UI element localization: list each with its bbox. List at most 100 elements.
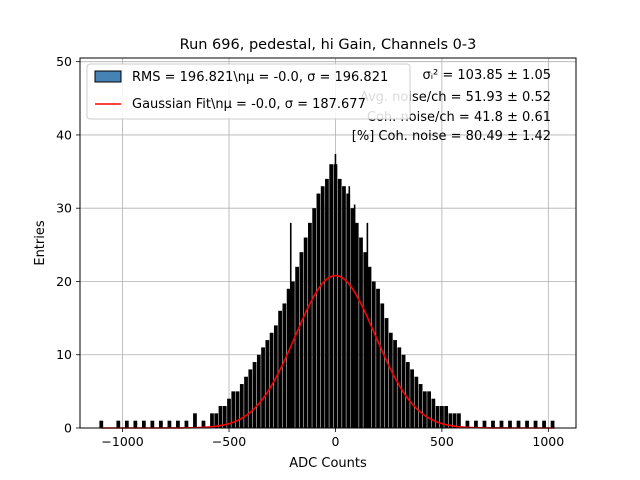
- histogram-bar: [405, 362, 410, 428]
- histogram-bar: [440, 406, 444, 428]
- y-tick-label: 40: [56, 127, 72, 142]
- histogram-bar: [201, 420, 206, 428]
- histogram-bar: [474, 420, 478, 428]
- histogram-bar: [286, 288, 291, 428]
- histogram-bar: [248, 369, 253, 428]
- histogram-bar: [367, 266, 372, 428]
- histogram-bar: [99, 420, 104, 428]
- histogram-bar-peak: [322, 200, 325, 428]
- histogram-bar-peak: [289, 222, 292, 428]
- histogram-bar: [380, 303, 385, 428]
- histogram-bar: [244, 376, 248, 428]
- histogram-bar: [231, 391, 236, 428]
- x-axis-ticks: −1000 −500 0 500 1000: [101, 428, 564, 449]
- histogram-bar: [337, 178, 342, 428]
- histogram-bar: [312, 208, 317, 428]
- annotation-coh-noise: Coh. noise/ch = 41.8 ± 0.61: [367, 110, 551, 125]
- y-axis-label: Entries: [33, 220, 48, 266]
- histogram-bar: [124, 420, 129, 428]
- histogram-bar: [346, 193, 351, 428]
- y-tick-label: 50: [56, 54, 72, 69]
- histogram-bar: [150, 420, 155, 428]
- histogram-bar: [261, 347, 265, 428]
- histogram-bar: [269, 332, 274, 428]
- histogram-bar: [303, 237, 308, 428]
- histogram-bar: [388, 332, 393, 428]
- histogram-bar: [239, 384, 244, 428]
- histogram-bar: [329, 164, 334, 429]
- histogram-bar: [350, 208, 355, 428]
- x-tick-label: 0: [331, 434, 339, 449]
- histogram-bar: [210, 413, 214, 428]
- histogram-bar: [290, 281, 295, 428]
- histogram-bar: [176, 420, 180, 428]
- histogram-bar: [133, 420, 138, 428]
- histogram-bar: [295, 266, 300, 428]
- histogram-bar: [227, 398, 231, 428]
- legend-box: [86, 63, 411, 120]
- histogram-bar: [342, 186, 346, 428]
- histogram-bar: [320, 186, 325, 428]
- histogram-bar: [525, 420, 529, 428]
- histogram-bar: [359, 237, 363, 428]
- histogram-bar: [256, 354, 261, 428]
- histogram-bar: [371, 281, 376, 428]
- y-axis-ticks: 0 10 20 30 40 50: [56, 54, 80, 436]
- histogram-bar: [354, 222, 359, 428]
- histogram-bar-peak: [334, 153, 337, 428]
- histogram-bar: [299, 252, 304, 428]
- legend-label-gaussian: Gaussian Fit\nμ = -0.0, σ = 187.677: [132, 97, 366, 112]
- histogram-bar: [431, 398, 436, 428]
- histogram-bar: [444, 406, 449, 428]
- y-tick-label: 20: [56, 274, 72, 289]
- histogram-bar: [222, 406, 227, 428]
- annotation-coh-noise-percent: [%] Coh. noise = 80.49 ± 1.42: [352, 129, 551, 144]
- histogram-bar: [418, 384, 423, 428]
- histogram-bar: [465, 420, 470, 428]
- histogram-bar: [363, 252, 368, 428]
- x-tick-label: 1000: [532, 434, 564, 449]
- histogram-bar: [516, 420, 521, 428]
- histogram-bar: [427, 391, 431, 428]
- histogram-bar: [159, 420, 163, 428]
- histogram-bar: [376, 288, 380, 428]
- histogram-bar: [491, 420, 495, 428]
- chart-title: Run 696, pedestal, hi Gain, Channels 0-3: [180, 37, 477, 53]
- histogram-bar: [422, 391, 427, 428]
- histogram-bar: [308, 222, 312, 428]
- histogram-bar: [235, 391, 240, 428]
- x-axis-label: ADC Counts: [289, 456, 367, 471]
- histogram-bar: [499, 420, 504, 428]
- histogram-bar: [265, 340, 270, 428]
- histogram-bar: [533, 420, 538, 428]
- histogram-bar: [482, 420, 487, 428]
- histogram-bar: [116, 420, 121, 428]
- histogram-bar: [184, 420, 189, 428]
- histogram-bar: [393, 340, 397, 428]
- histogram-bar: [384, 318, 389, 428]
- histogram-bar: [414, 376, 419, 428]
- y-tick-label: 10: [56, 347, 72, 362]
- legend-swatch-histogram: [94, 70, 122, 83]
- histogram-bar-peak: [353, 204, 356, 428]
- x-tick-label: −1000: [101, 434, 143, 449]
- histogram-bar: [214, 413, 219, 428]
- histogram-bar: [397, 347, 402, 428]
- histogram-bar: [316, 193, 321, 428]
- histogram-bar: [325, 178, 329, 428]
- legend: RMS = 196.821\nμ = -0.0, σ = 196.821 Gau…: [86, 63, 411, 120]
- axes-frame: [79, 57, 577, 429]
- histogram-bar-peak: [366, 222, 369, 428]
- histogram-bar: [218, 406, 223, 428]
- histogram-bar: [508, 420, 512, 428]
- histogram-bar: [141, 420, 146, 428]
- histogram-bar: [282, 303, 287, 428]
- histogram-bar-peak: [348, 186, 351, 428]
- annotation-sigma-squared: σᵢ² = 103.85 ± 1.05: [422, 68, 551, 83]
- histogram-bars: [99, 153, 555, 429]
- histogram-bar: [542, 420, 546, 428]
- histogram-bar: [448, 413, 453, 428]
- histogram-bar: [167, 420, 172, 428]
- histogram-bar: [410, 369, 414, 428]
